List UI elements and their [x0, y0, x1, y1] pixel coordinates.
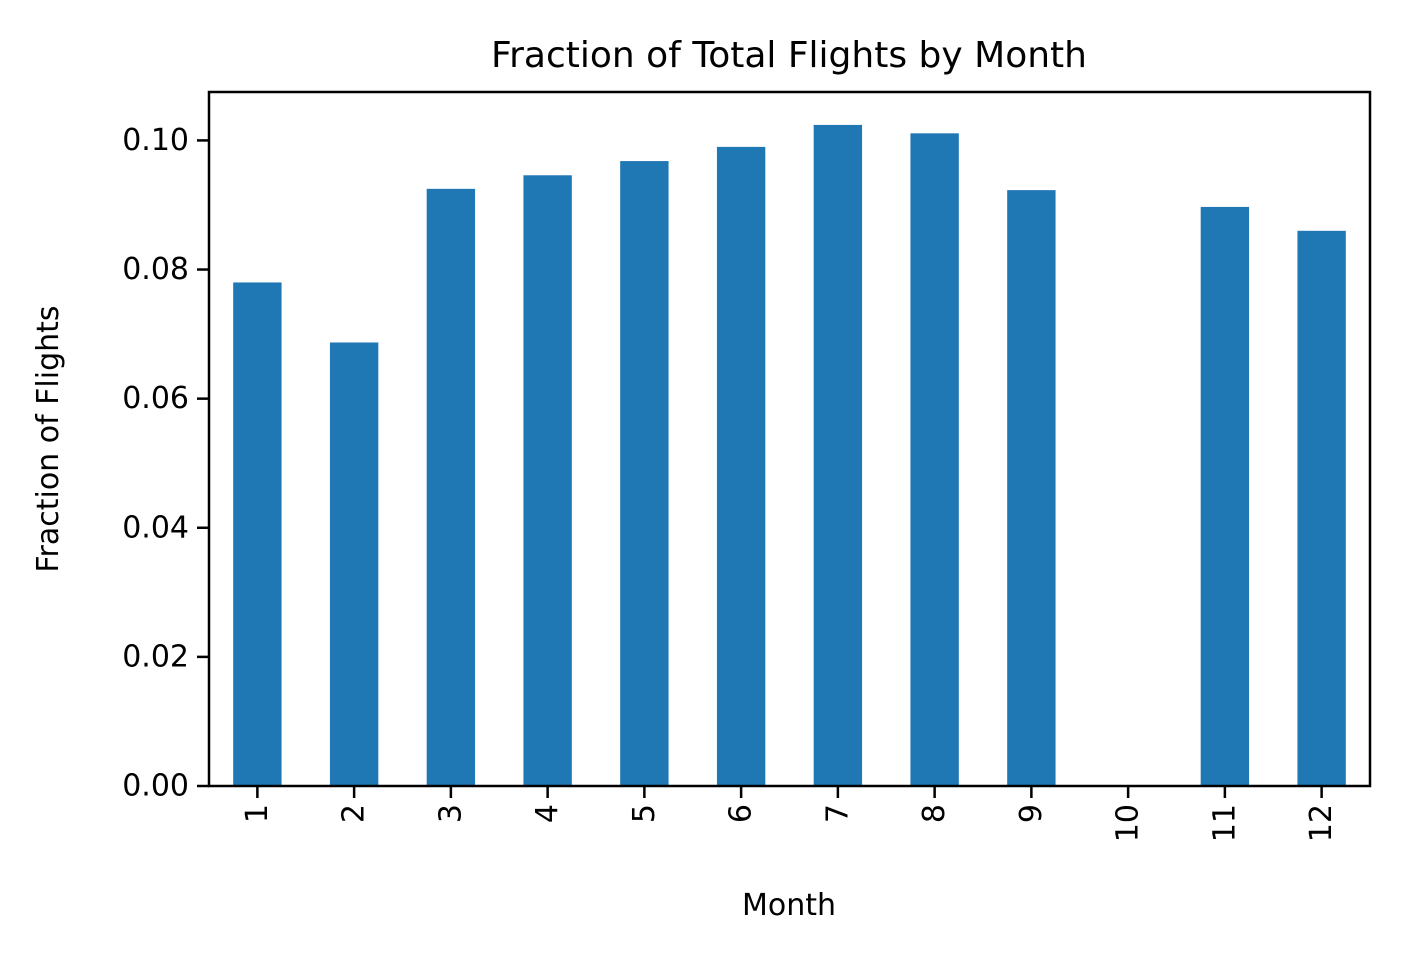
x-tick-label: 1 — [240, 804, 275, 823]
x-tick-label: 6 — [724, 804, 759, 823]
x-tick-label: 5 — [627, 804, 662, 823]
chart-title: Fraction of Total Flights by Month — [491, 35, 1087, 76]
x-tick-label: 4 — [530, 804, 565, 823]
x-tick-label: 11 — [1207, 804, 1242, 842]
bar-month-9 — [1007, 190, 1056, 787]
y-tick-label: 0.10 — [122, 123, 189, 158]
bar-month-6 — [716, 146, 766, 787]
x-tick-label: 8 — [917, 804, 952, 823]
y-axis: 0.00 0.02 0.04 0.06 0.08 0.10 — [122, 123, 209, 804]
x-axis: 1 2 3 4 5 6 7 8 9 10 11 12 — [240, 786, 1339, 842]
y-tick-label: 0.04 — [122, 510, 189, 545]
x-tick-label: 2 — [337, 804, 372, 823]
x-tick-label: 10 — [1111, 804, 1146, 842]
bar-month-1 — [233, 282, 282, 786]
bar-month-5 — [620, 161, 669, 786]
bar-month-3 — [426, 188, 476, 786]
y-tick-label: 0.06 — [122, 381, 189, 416]
bars-group — [233, 124, 1346, 787]
bar-month-11 — [1200, 206, 1250, 787]
x-tick-label: 7 — [820, 804, 855, 823]
y-tick-label: 0.02 — [122, 639, 189, 674]
x-tick-label: 3 — [433, 804, 468, 823]
bar-month-12 — [1297, 230, 1346, 787]
bar-month-8 — [910, 133, 959, 787]
x-tick-label: 12 — [1304, 804, 1339, 842]
x-tick-label: 9 — [1014, 804, 1049, 823]
x-axis-label: Month — [742, 888, 836, 923]
y-axis-label: Fraction of Flights — [31, 305, 66, 572]
y-tick-label: 0.08 — [122, 252, 189, 287]
plot-frame — [207, 90, 1372, 788]
y-tick-label: 0.00 — [122, 769, 189, 804]
bar-month-2 — [329, 342, 379, 786]
bar-month-4 — [523, 175, 572, 786]
bar-month-7 — [813, 124, 863, 786]
